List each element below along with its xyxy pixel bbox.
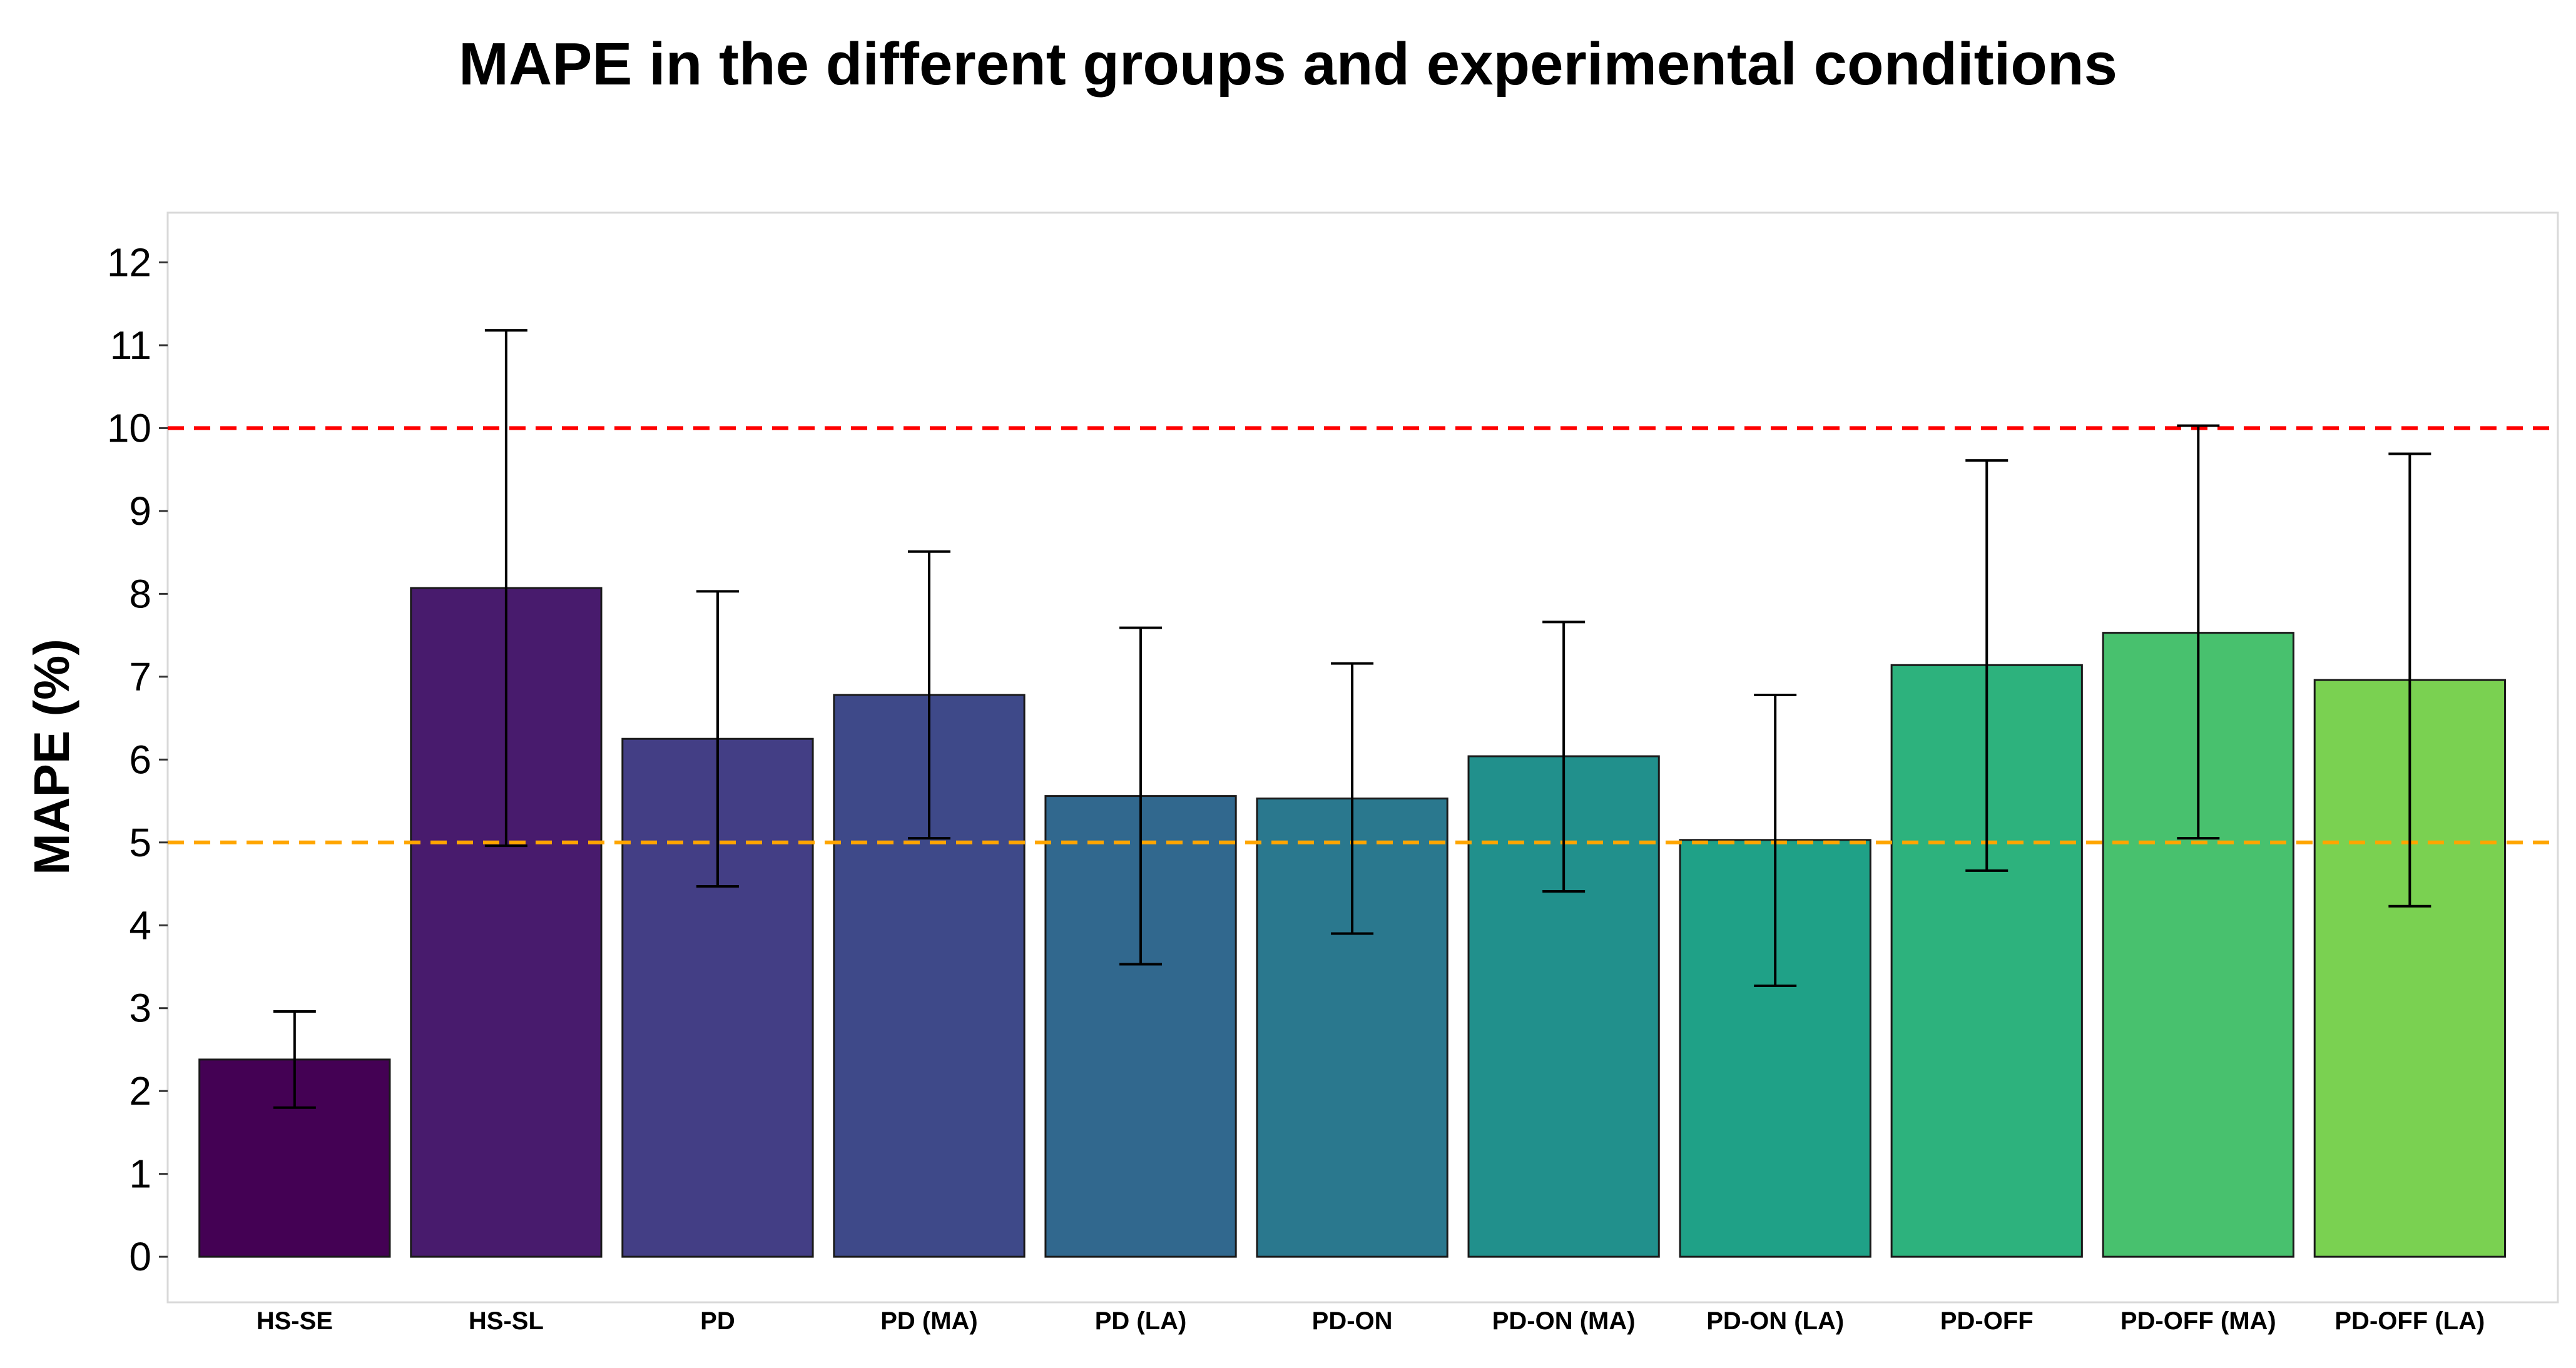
error-bar [907, 550, 950, 840]
y-tick-label: 1 [129, 1152, 151, 1197]
error-bar [2388, 452, 2431, 908]
error-bar [2177, 424, 2220, 840]
x-tick-label: PD-ON (LA) [1706, 1307, 1844, 1335]
y-tick-label: 0 [129, 1234, 151, 1279]
y-tick-label: 7 [129, 654, 151, 699]
x-axis-labels: HS-SE HS-SL PD PD (MA) PD (LA) PD-ON PD-ON (MA… [257, 1307, 2485, 1335]
y-tick-label: 5 [129, 820, 151, 865]
x-tick-label: PD-OFF [1940, 1307, 2034, 1335]
bar-pd-on-la [1679, 839, 1871, 1258]
x-tick-label: PD-OFF (LA) [2334, 1307, 2485, 1335]
plot-area [166, 211, 2559, 1304]
y-tick-label: 10 [107, 405, 151, 450]
error-bar [484, 329, 527, 848]
y-tick-label: 6 [129, 737, 151, 782]
y-tick-label: 4 [129, 903, 151, 948]
plot-panel-border [166, 211, 2559, 1304]
x-tick-label: PD (MA) [880, 1307, 978, 1335]
y-tick-label: 12 [107, 240, 151, 285]
error-bar [1754, 693, 1797, 987]
y-tick-label: 3 [129, 986, 151, 1031]
x-tick-label: PD (LA) [1095, 1307, 1187, 1335]
error-bar [273, 1010, 316, 1109]
y-tick-label: 8 [129, 571, 151, 616]
y-axis-title: MAPE (%) [24, 639, 79, 875]
x-tick-label: PD-ON (MA) [1492, 1307, 1636, 1335]
chart-title: MAPE in the different groups and experim… [459, 31, 2117, 98]
x-tick-label: HS-SL [469, 1307, 544, 1335]
error-bar [1119, 626, 1163, 966]
error-bar [696, 590, 739, 888]
error-bar [1331, 662, 1374, 935]
y-tick-label: 9 [129, 489, 151, 534]
x-tick-label: PD-OFF (MA) [2120, 1307, 2276, 1335]
error-bar [1542, 621, 1586, 893]
x-tick-label: PD [700, 1307, 735, 1335]
x-tick-label: HS-SE [257, 1307, 333, 1335]
y-tick-label: 11 [110, 323, 151, 368]
y-tick-label: 2 [129, 1068, 151, 1113]
x-tick-label: PD-ON [1312, 1307, 1393, 1335]
error-bar [1965, 459, 2008, 872]
